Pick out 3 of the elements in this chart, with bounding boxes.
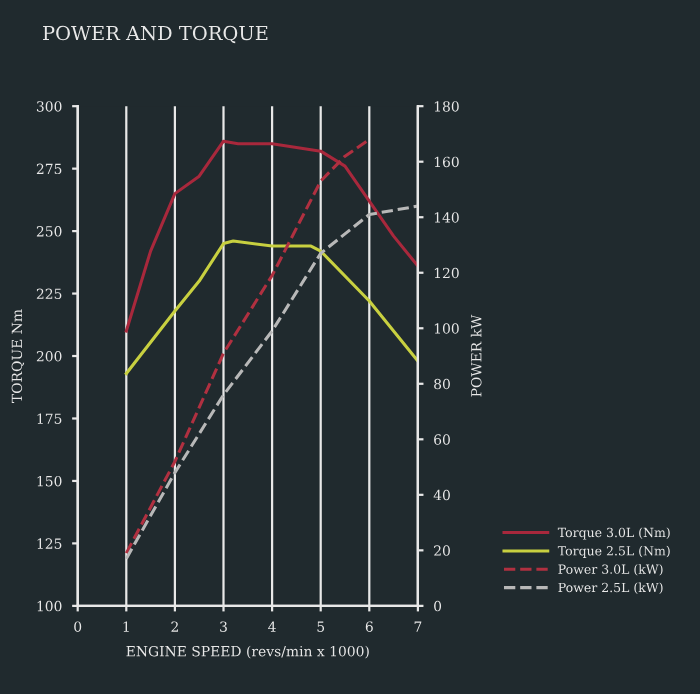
line-series — [124, 204, 418, 561]
chart-title: POWER AND TORQUE — [43, 25, 268, 44]
line-series — [124, 239, 418, 376]
